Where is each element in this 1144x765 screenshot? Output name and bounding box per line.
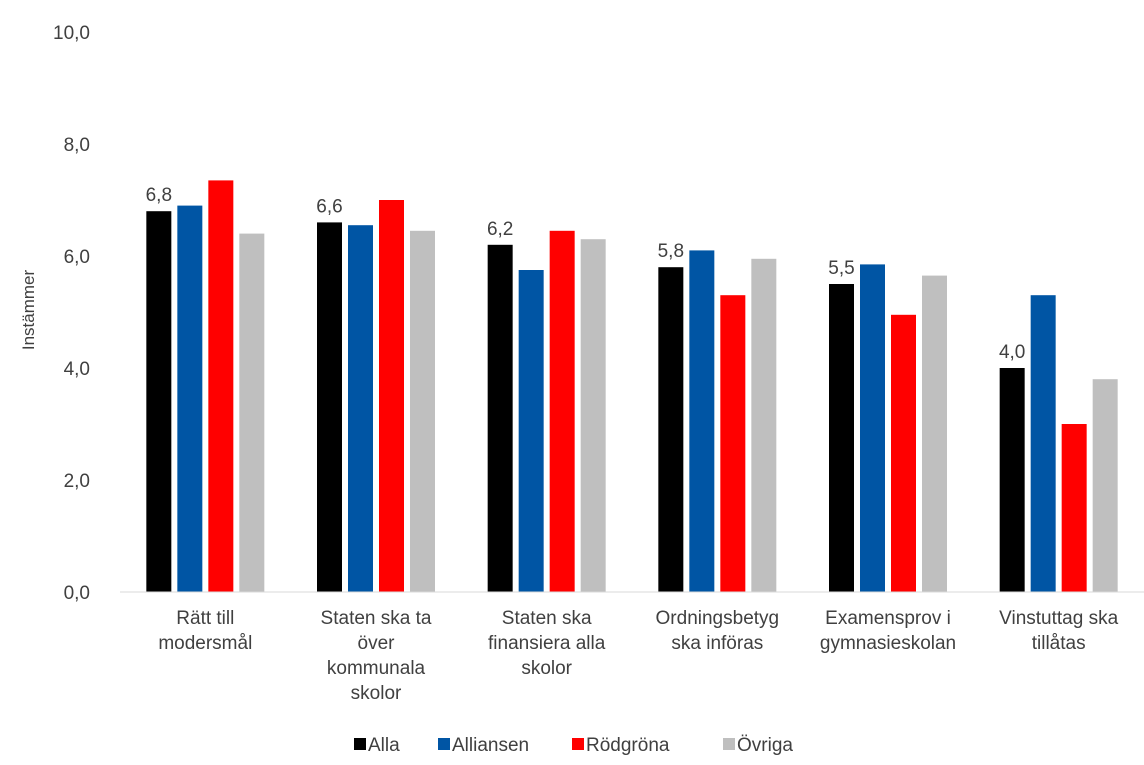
bar-alliansen (1030, 295, 1056, 592)
bars (146, 180, 1118, 593)
bar-alliansen (177, 205, 203, 592)
legend-swatch-alliansen (438, 738, 450, 750)
x-category-label-line: Staten ska ta (321, 608, 432, 629)
bar-rödgröna (549, 230, 575, 593)
y-tick-label: 8,0 (64, 135, 90, 156)
bar-alliansen (860, 264, 885, 592)
y-tick-label: 10,0 (53, 23, 90, 44)
y-axis-title: Instämmer (19, 270, 38, 351)
x-category-label-line: skolor (521, 658, 572, 679)
x-category-label-line: Rätt till (176, 608, 234, 629)
bar-rödgröna (208, 180, 234, 592)
x-category-label-line: Vinstuttag ska (999, 608, 1118, 629)
y-tick-label: 2,0 (64, 471, 90, 492)
x-category-label-line: modersmål (158, 633, 252, 654)
x-category-label-line: tillåtas (1032, 633, 1086, 654)
bar-övriga (239, 233, 265, 592)
bar-alliansen (689, 250, 715, 592)
x-category-label-line: Staten ska (502, 608, 592, 629)
bar-rödgröna (891, 314, 916, 592)
bar-övriga (751, 258, 777, 592)
data-label: 4,0 (999, 342, 1025, 363)
y-tick-label: 0,0 (64, 583, 90, 604)
x-category-label-line: över (358, 633, 396, 654)
data-label: 6,8 (146, 185, 172, 206)
x-category-label-line: finansiera alla (488, 633, 606, 654)
x-category-label: Rätt till modersmål (158, 608, 252, 654)
y-axis: 0,0 2,0 4,0 6,0 8,0 10,0 (53, 23, 90, 604)
bar-rödgröna (720, 295, 746, 592)
y-tick-label: 4,0 (64, 359, 90, 380)
bar-alla (317, 222, 342, 592)
bar-alla (658, 267, 684, 592)
x-category-label: Vinstuttag ska tillåtas (999, 608, 1118, 654)
bar-alliansen (518, 270, 544, 592)
bar-alla (999, 368, 1025, 592)
legend-swatch-övriga (723, 738, 735, 750)
legend-swatch-rödgröna (572, 738, 584, 750)
x-category-label: Staten ska finansiera alla skolor (488, 608, 606, 679)
legend-label: Övriga (737, 735, 793, 756)
x-category-label-line: gymnasieskolan (820, 633, 956, 654)
bar-alla (829, 284, 854, 592)
x-category-label-line: skolor (351, 683, 402, 704)
bar-alla (146, 211, 172, 592)
bar-övriga (410, 230, 435, 593)
data-label: 6,2 (487, 219, 513, 240)
legend-label: Alliansen (452, 735, 529, 756)
bar-övriga (580, 239, 606, 592)
x-category-label-line: kommunala (327, 658, 426, 679)
bar-alla (487, 244, 513, 593)
x-axis: Rätt till modersmål Staten ska ta över kommu… (158, 608, 1118, 704)
x-category-label: Staten ska ta över kommunala skolor (321, 608, 432, 704)
data-labels: 6,8 6,6 6,2 5,8 5,5 4,0 (146, 185, 1026, 363)
bar-alliansen (348, 225, 373, 592)
legend-label: Alla (368, 735, 400, 756)
legend-label: Rödgröna (586, 735, 670, 756)
bar-övriga (922, 275, 947, 592)
legend-swatch-alla (354, 738, 366, 750)
bar-rödgröna (1061, 424, 1087, 592)
legend: Alla Alliansen Rödgröna Övriga (354, 735, 793, 756)
data-label: 6,6 (316, 196, 342, 217)
x-category-label-line: Ordningsbetyg (656, 608, 780, 629)
data-label: 5,5 (828, 258, 854, 279)
data-label: 5,8 (658, 241, 684, 262)
x-category-label: Ordningsbetyg ska införas (656, 608, 780, 654)
x-category-label-line: ska införas (671, 633, 763, 654)
bar-rödgröna (379, 200, 404, 592)
x-category-label: Examensprov i gymnasieskolan (820, 608, 956, 654)
x-category-label-line: Examensprov i (825, 608, 951, 629)
y-tick-label: 6,0 (64, 247, 90, 268)
bar-övriga (1092, 379, 1118, 592)
